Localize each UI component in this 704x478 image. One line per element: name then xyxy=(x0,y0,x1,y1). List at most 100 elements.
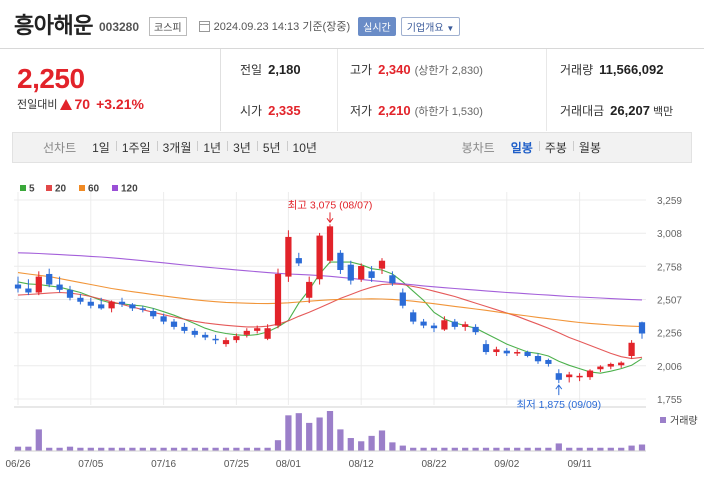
volume-bar xyxy=(628,445,635,451)
candle-body xyxy=(618,362,625,366)
candle-body xyxy=(306,281,313,298)
candle-body xyxy=(462,324,469,327)
volume-bar xyxy=(555,443,562,451)
x-tick-label: 07/05 xyxy=(78,459,103,470)
volume-bar xyxy=(618,447,625,451)
line-period-tab[interactable]: 10년 xyxy=(286,139,323,156)
volume-bar xyxy=(222,447,230,451)
divider xyxy=(337,49,338,131)
line-period-tab[interactable]: 3개월 xyxy=(156,139,198,156)
chevron-down-icon: ▼ xyxy=(446,23,455,33)
volume-bar xyxy=(181,447,188,451)
candle-body xyxy=(139,308,146,310)
x-tick-label: 08/01 xyxy=(276,459,301,470)
stat-label: 시가 xyxy=(240,104,263,118)
prev-compare-label: 전일대비 xyxy=(17,99,58,111)
volume-bar xyxy=(56,447,63,451)
volume-bar xyxy=(306,422,313,451)
legend-label-120: 120 xyxy=(121,184,138,195)
candle-body xyxy=(576,375,583,378)
x-tick-label: 08/22 xyxy=(421,459,446,470)
volume-bar xyxy=(378,430,386,451)
volume-bar xyxy=(399,445,406,451)
candle-body xyxy=(326,226,334,261)
stat-volume: 거래량 11,566,092 xyxy=(560,61,663,78)
line-period-tab[interactable]: 1일 xyxy=(92,141,110,155)
realtime-button[interactable]: 실시간 xyxy=(358,16,396,36)
candle-body xyxy=(181,326,188,331)
price-change: 70 xyxy=(74,96,91,112)
annotations: 최고 3,075 (08/07) 최저 1,875 (09/09) xyxy=(288,199,602,411)
ma-line-60 xyxy=(17,272,643,328)
upper-limit: (상한가 2,830) xyxy=(414,65,483,77)
stat-value: 26,207 xyxy=(610,103,650,118)
lower-limit: (하한가 1,530) xyxy=(414,106,483,118)
ma-lines xyxy=(17,252,643,374)
volume-bar xyxy=(129,447,136,451)
stat-high: 고가 2,340 (상한가 2,830) xyxy=(350,61,483,78)
legend-label-20: 20 xyxy=(55,184,67,195)
volume-bar xyxy=(514,447,521,451)
line-period-tab[interactable]: 3년 xyxy=(227,139,257,156)
y-tick-label: 2,006 xyxy=(657,362,682,373)
candle-body xyxy=(243,330,250,335)
volume-bar xyxy=(472,447,479,451)
volume-bar xyxy=(534,447,542,451)
volume-bar xyxy=(545,447,552,451)
volume-bar xyxy=(441,447,448,451)
volume-bar xyxy=(98,447,105,451)
stat-value: 2,180 xyxy=(268,62,301,77)
ma-line-5 xyxy=(17,261,643,374)
candle-body xyxy=(98,304,105,309)
candle-body xyxy=(638,322,646,334)
ma-legend: 5 20 60 120 xyxy=(20,184,138,195)
line-chart-tabs: 1일 1주일 3개월 1년 3년 5년 10년 xyxy=(86,139,323,156)
candle-period-tab[interactable]: 일봉 xyxy=(510,141,533,155)
candle-body xyxy=(222,340,230,345)
volume-bar xyxy=(254,447,261,451)
candle-body xyxy=(430,325,438,329)
volume-bar xyxy=(295,413,302,451)
stat-value: 2,210 xyxy=(378,103,411,118)
line-period-tab[interactable]: 1년 xyxy=(197,139,227,156)
candle-period-tab[interactable]: 주봉 xyxy=(538,139,573,156)
candle-period-tab[interactable]: 월봉 xyxy=(572,139,607,156)
volume-bar xyxy=(202,447,209,451)
candle-body xyxy=(555,373,562,380)
candle-chart-label: 봉차트 xyxy=(461,141,495,155)
y-tick-label: 3,259 xyxy=(657,196,682,207)
line-period-tab[interactable]: 1주일 xyxy=(115,139,157,156)
company-info-button[interactable]: 기업개요 ▼ xyxy=(400,16,461,36)
candle-body xyxy=(77,297,84,302)
volume-bar xyxy=(285,415,292,451)
volume-bar xyxy=(108,447,115,451)
volume-bar xyxy=(212,447,219,451)
legend-label-60: 60 xyxy=(88,184,100,195)
candle-body xyxy=(493,349,500,353)
volume-bar xyxy=(170,447,178,451)
candle-body xyxy=(25,288,32,293)
volume-bar xyxy=(25,446,32,451)
line-period-tab[interactable]: 5년 xyxy=(256,139,287,156)
y-tick-label: 2,758 xyxy=(657,262,682,273)
candle-body xyxy=(160,316,167,322)
volume-bar xyxy=(607,447,614,451)
candle-body xyxy=(233,336,240,341)
market-badge: 코스피 xyxy=(149,16,187,36)
price-change-row: 전일대비 70 +3.21% xyxy=(17,96,144,112)
low-annotation: 최저 1,875 (09/09) xyxy=(516,399,601,411)
price-chart[interactable]: 5 20 60 120 최고 3,075 (08/07) 최저 1,875 (09/09… xyxy=(0,168,704,478)
candle-body xyxy=(514,352,521,354)
legend-swatch-20 xyxy=(46,185,52,191)
candle-body xyxy=(264,328,271,339)
volume-bar xyxy=(358,441,365,451)
volume-bar xyxy=(482,447,490,451)
y-tick-label: 2,256 xyxy=(657,329,682,340)
candle-body xyxy=(451,321,458,327)
x-tick-label: 06/26 xyxy=(5,459,30,470)
company-info-label: 기업개요 xyxy=(406,22,444,34)
candle-body xyxy=(170,321,178,327)
candles xyxy=(14,224,646,384)
legend-swatch-120 xyxy=(112,185,118,191)
divider xyxy=(546,49,547,131)
